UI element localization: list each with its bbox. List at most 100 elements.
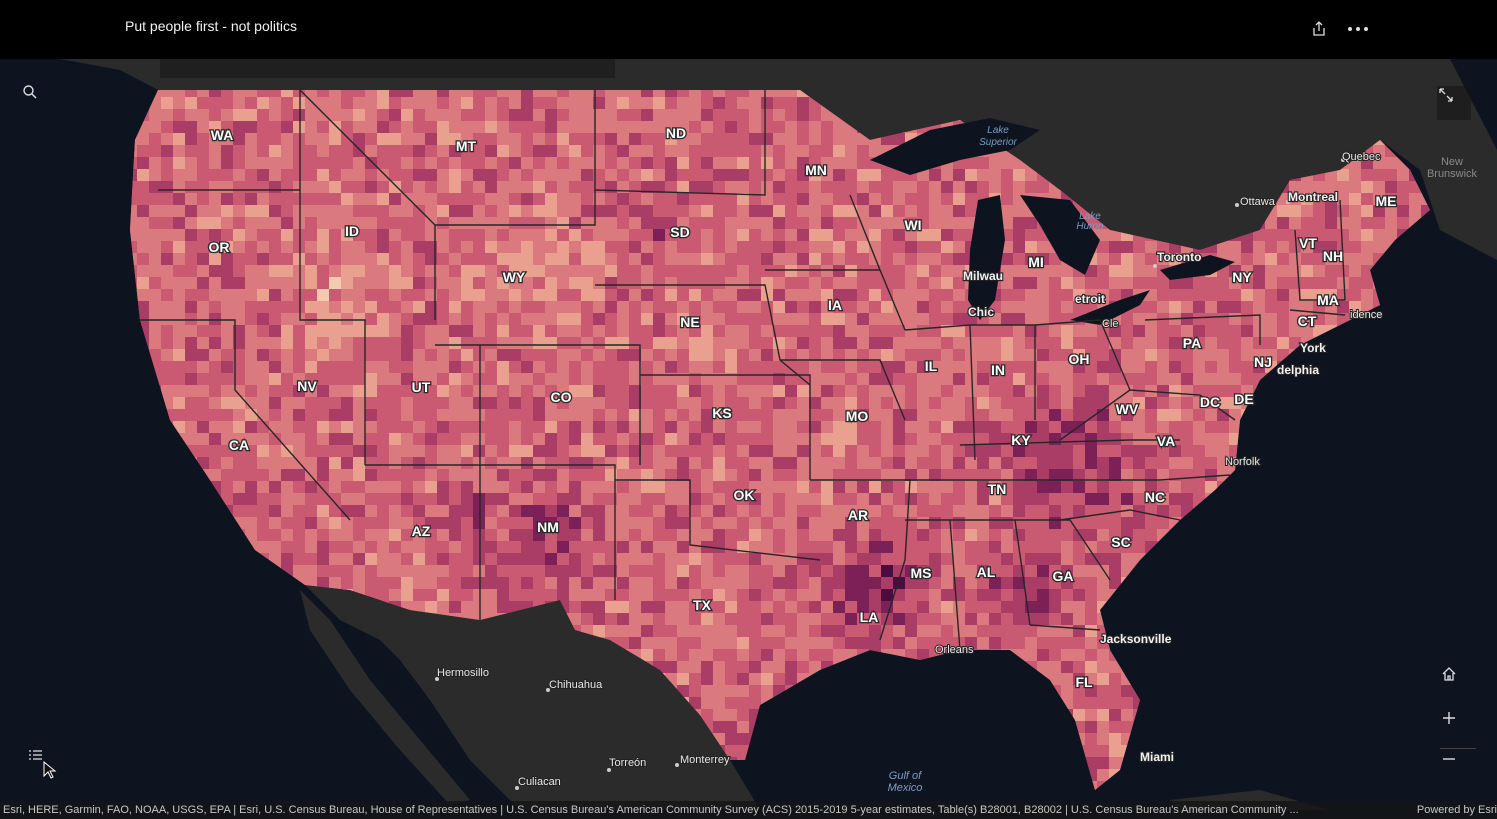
county-cell — [1313, 253, 1325, 265]
map-view[interactable]: WA OR CA NV ID MT WY UT AZ CO NM ND SD NE KS OK TX MN IA MO… — [0, 59, 1497, 819]
county-cell — [1229, 601, 1241, 613]
county-cell — [569, 517, 581, 529]
county-cell — [461, 553, 473, 565]
county-cell — [461, 229, 473, 241]
county-cell — [593, 577, 605, 589]
county-cell — [749, 313, 761, 325]
county-cell — [1133, 469, 1145, 481]
county-cell — [1085, 481, 1097, 493]
county-cell — [461, 277, 473, 289]
share-button[interactable] — [1304, 14, 1334, 44]
county-cell — [929, 421, 941, 433]
county-cell — [1277, 277, 1289, 289]
county-cell — [1241, 409, 1253, 421]
county-cell — [893, 373, 905, 385]
county-cell — [137, 121, 149, 133]
county-cell — [305, 517, 317, 529]
county-cell — [1337, 445, 1349, 457]
county-cell — [137, 373, 149, 385]
county-cell — [1253, 313, 1265, 325]
county-cell — [533, 193, 545, 205]
county-cell — [533, 265, 545, 277]
county-cell — [941, 397, 953, 409]
county-cell — [977, 589, 989, 601]
county-cell — [1241, 577, 1253, 589]
county-cell — [353, 577, 365, 589]
county-cell — [1409, 493, 1421, 505]
county-cell — [965, 169, 977, 181]
county-cell — [1325, 409, 1337, 421]
county-cell — [1325, 337, 1337, 349]
county-cell — [737, 133, 749, 145]
county-cell — [761, 241, 773, 253]
county-cell — [401, 361, 413, 373]
county-cell — [1169, 577, 1181, 589]
county-cell — [857, 457, 869, 469]
county-cell — [473, 241, 485, 253]
county-cell — [473, 565, 485, 577]
county-cell — [1121, 445, 1133, 457]
county-cell — [173, 541, 185, 553]
county-cell — [821, 265, 833, 277]
county-cell — [1253, 589, 1265, 601]
county-cell — [1061, 493, 1073, 505]
county-cell — [449, 493, 461, 505]
county-cell — [161, 145, 173, 157]
county-cell — [1001, 529, 1013, 541]
county-cell — [1277, 517, 1289, 529]
county-cell — [209, 457, 221, 469]
county-cell — [1193, 385, 1205, 397]
county-cell — [725, 613, 737, 625]
county-cell — [1121, 469, 1133, 481]
county-cell — [305, 217, 317, 229]
county-cell — [317, 517, 329, 529]
county-cell — [785, 90, 797, 97]
county-cell — [761, 337, 773, 349]
county-cell — [593, 169, 605, 181]
county-cell — [485, 133, 497, 145]
county-cell — [917, 349, 929, 361]
county-cell — [305, 289, 317, 301]
county-cell — [377, 277, 389, 289]
county-cell — [1037, 553, 1049, 565]
county-cell — [749, 265, 761, 277]
county-cell — [1037, 481, 1049, 493]
county-cell — [509, 481, 521, 493]
county-cell — [737, 313, 749, 325]
county-cell — [449, 505, 461, 517]
county-cell — [1121, 517, 1133, 529]
county-cell — [605, 265, 617, 277]
county-cell — [233, 97, 245, 109]
county-cell — [665, 469, 677, 481]
county-cell — [533, 97, 545, 109]
county-cell — [233, 265, 245, 277]
county-cell — [701, 409, 713, 421]
county-cell — [917, 433, 929, 445]
county-cell — [1229, 421, 1241, 433]
county-cell — [130, 517, 137, 529]
county-cell — [413, 385, 425, 397]
county-cell — [1157, 301, 1169, 313]
county-cell — [689, 397, 701, 409]
county-cell — [485, 469, 497, 481]
county-cell — [305, 373, 317, 385]
more-options-button[interactable] — [1343, 14, 1373, 44]
county-cell — [1013, 445, 1025, 457]
county-cell — [593, 601, 605, 613]
county-cell — [1361, 349, 1373, 361]
county-cell — [845, 181, 857, 193]
county-cell — [1013, 505, 1025, 517]
county-cell — [1337, 193, 1349, 205]
app-header: Put people first - not politics — [0, 0, 1497, 59]
county-cell — [497, 589, 509, 601]
county-cell — [245, 529, 257, 541]
county-cell — [1433, 289, 1445, 301]
county-cell — [677, 445, 689, 457]
county-cell — [425, 397, 437, 409]
county-cell — [353, 349, 365, 361]
county-cell — [545, 241, 557, 253]
county-cell — [725, 481, 737, 493]
county-cell — [773, 565, 785, 577]
county-cell — [1049, 565, 1061, 577]
county-cell — [1061, 541, 1073, 553]
